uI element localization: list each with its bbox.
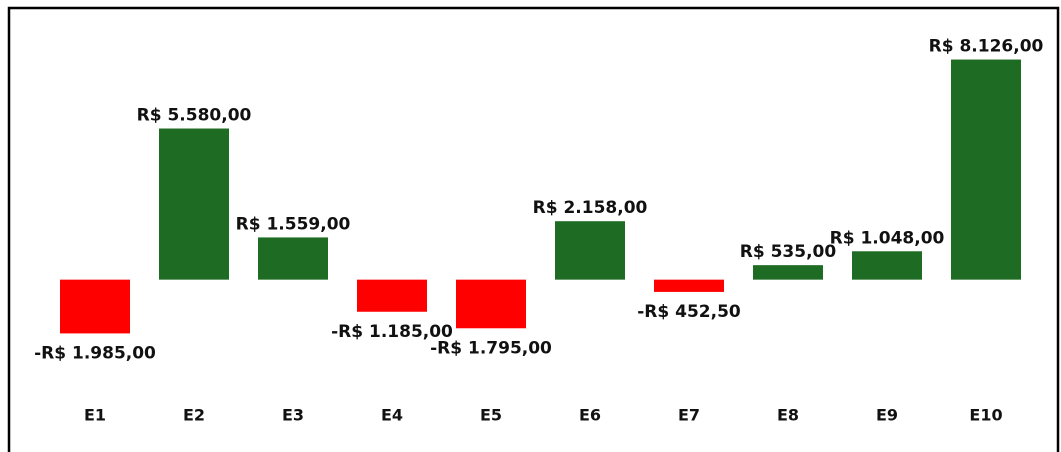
x-tick-label: E4 [381,406,403,425]
bar [357,279,427,312]
x-tick-label: E7 [678,406,700,425]
x-tick-label: E2 [183,406,205,425]
bar [258,237,328,280]
bar [654,279,724,292]
data-label: R$ 8.126,00 [929,37,1044,57]
x-tick-label: E6 [579,406,601,425]
x-tick-label: E8 [777,406,799,425]
data-label: -R$ 452,50 [637,302,741,322]
data-label: -R$ 1.185,00 [331,322,453,342]
bar [555,221,625,280]
bar [159,128,229,280]
data-label: -R$ 1.795,00 [430,338,552,358]
data-label: R$ 5.580,00 [137,106,252,126]
bar [60,279,130,334]
x-tick-label: E1 [84,406,106,425]
data-label: R$ 1.559,00 [236,214,351,234]
x-tick-label: E5 [480,406,502,425]
data-label: -R$ 1.985,00 [34,343,156,363]
data-label: R$ 1.048,00 [830,228,945,248]
x-tick-label: E9 [876,406,898,425]
data-label: R$ 2.158,00 [533,198,648,218]
chart-frame [7,6,1060,452]
bar [852,251,922,280]
bar [951,59,1021,280]
bar [456,279,526,329]
data-label: R$ 535,00 [740,242,837,262]
x-tick-label: E3 [282,406,304,425]
x-tick-label: E10 [969,406,1002,425]
bar [753,265,823,280]
